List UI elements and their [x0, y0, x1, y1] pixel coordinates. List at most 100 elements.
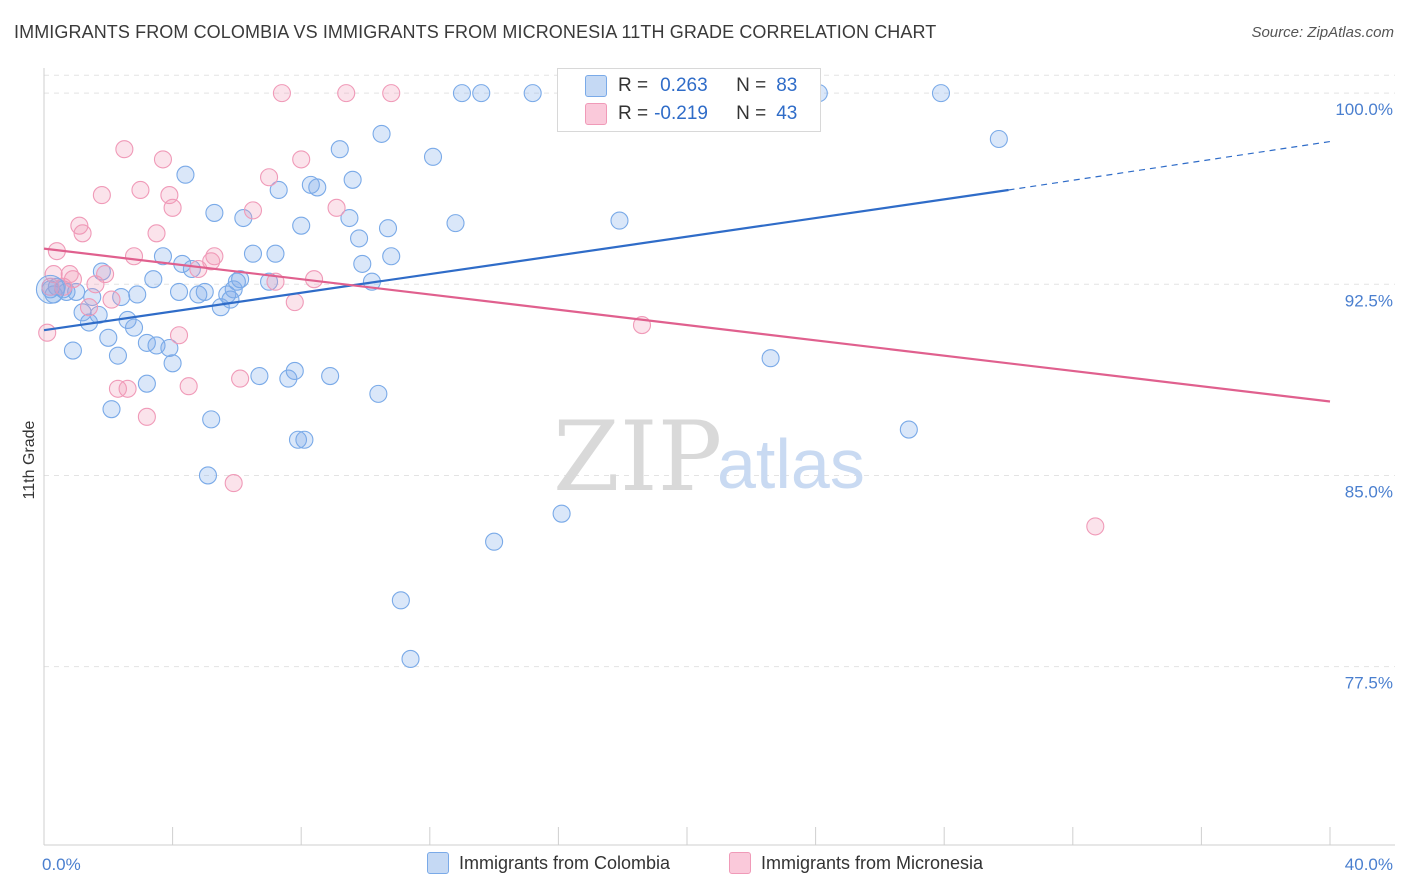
point-colombia: [610, 211, 629, 230]
grid-lines: [44, 74, 1395, 668]
legend-r-value-micronesia: -0.219: [654, 103, 708, 124]
point-micronesia: [1086, 517, 1105, 536]
point-micronesia: [115, 140, 134, 159]
series-legend-label-micronesia: Immigrants from Micronesia: [761, 852, 984, 873]
point-colombia: [931, 84, 951, 103]
legend-swatch-micronesia: [585, 103, 607, 125]
point-micronesia: [243, 201, 263, 220]
point-micronesia: [96, 265, 115, 284]
point-micronesia: [38, 323, 57, 342]
point-colombia: [198, 466, 218, 485]
point-micronesia: [179, 377, 198, 396]
point-micronesia: [231, 369, 250, 388]
point-micronesia: [382, 84, 401, 103]
point-micronesia: [153, 150, 173, 169]
point-micronesia: [131, 180, 150, 200]
point-colombia: [99, 328, 118, 347]
point-colombia: [153, 247, 173, 266]
source-label: Source: ZipAtlas.com: [1251, 24, 1394, 41]
point-colombia: [144, 270, 163, 289]
point-micronesia: [63, 270, 82, 289]
legend-n-value-colombia: 83: [776, 75, 798, 96]
point-colombia: [243, 244, 263, 263]
point-micronesia: [169, 326, 189, 345]
stats-legend: R = 0.263 N = 83 R = -0.219 N = 43: [557, 68, 821, 132]
x-tick-label-end: 40.0%: [1345, 855, 1393, 874]
point-colombia: [279, 369, 298, 388]
point-colombia: [340, 208, 359, 228]
point-micronesia: [92, 186, 111, 205]
point-micronesia: [202, 252, 221, 271]
point-micronesia: [147, 224, 166, 243]
point-colombia: [108, 346, 127, 365]
point-micronesia: [205, 247, 224, 266]
point-colombia: [285, 361, 304, 380]
point-colombia: [372, 124, 391, 143]
point-colombia: [176, 165, 195, 184]
point-colombia: [552, 504, 571, 523]
point-micronesia: [272, 84, 291, 103]
point-colombia: [382, 247, 401, 266]
point-colombia: [89, 305, 108, 324]
point-colombia: [350, 229, 369, 248]
point-micronesia: [137, 407, 156, 426]
point-colombia: [163, 354, 182, 373]
point-colombia: [523, 84, 542, 103]
point-colombia: [227, 272, 246, 291]
legend-r-label: R =: [618, 103, 649, 124]
point-colombia: [269, 180, 288, 200]
point-colombia: [292, 216, 311, 235]
point-colombia: [288, 430, 308, 449]
point-colombia: [369, 384, 388, 403]
point-micronesia: [118, 379, 137, 398]
tick-labels: 77.5% 85.0% 92.5% 100.0% 0.0% 40.0%: [42, 100, 1393, 874]
point-colombia: [452, 84, 472, 103]
legend-r-label: R =: [618, 75, 649, 96]
point-colombia: [353, 254, 372, 273]
watermark: ZIP atlas: [553, 401, 865, 513]
watermark-atlas: atlas: [717, 425, 865, 503]
point-colombia: [378, 219, 398, 238]
point-micronesia: [60, 265, 79, 284]
watermark-zip: ZIP: [553, 401, 722, 513]
series-legend-micronesia[interactable]: Immigrants from Micronesia: [729, 852, 983, 874]
point-micronesia: [79, 298, 99, 317]
point-colombia: [308, 178, 327, 197]
point-colombia: [234, 208, 253, 228]
point-micronesia: [292, 150, 311, 169]
point-colombia: [63, 341, 82, 360]
legend-swatch-colombia: [427, 852, 449, 874]
point-colombia: [202, 410, 221, 429]
y-tick-label: 92.5%: [1345, 291, 1393, 310]
point-colombia: [472, 84, 491, 103]
legend-row-micronesia: R = -0.219 N = 43: [585, 101, 797, 127]
point-colombia: [989, 129, 1008, 149]
y-tick-label: 100.0%: [1335, 100, 1393, 119]
series-legend-label-colombia: Immigrants from Colombia: [459, 852, 671, 873]
trendline-colombia: [43, 188, 1009, 332]
point-colombia: [330, 140, 349, 159]
point-colombia: [137, 374, 156, 393]
point-micronesia: [327, 198, 346, 217]
point-colombia: [205, 203, 224, 222]
series-legend-colombia[interactable]: Immigrants from Colombia: [427, 852, 670, 874]
point-colombia: [391, 591, 410, 610]
point-colombia: [128, 285, 147, 304]
point-colombia: [259, 272, 279, 291]
point-colombia: [195, 282, 214, 301]
trendline-colombia-extension: [1008, 140, 1331, 191]
point-colombia: [761, 349, 780, 368]
point-micronesia: [163, 198, 182, 217]
trendline-micronesia: [43, 247, 1331, 403]
point-micronesia: [259, 168, 279, 187]
legend-n-label: N =: [736, 103, 767, 124]
point-colombia: [250, 366, 269, 386]
point-micronesia: [73, 224, 92, 243]
axes: [43, 68, 1395, 846]
series-legend: Immigrants from Colombia Immigrants from…: [0, 852, 1406, 878]
legend-row-colombia: R = 0.263 N = 83: [585, 73, 798, 99]
legend-swatch-micronesia: [729, 852, 751, 874]
y-tick-label: 77.5%: [1345, 674, 1393, 693]
point-colombia: [321, 366, 340, 386]
